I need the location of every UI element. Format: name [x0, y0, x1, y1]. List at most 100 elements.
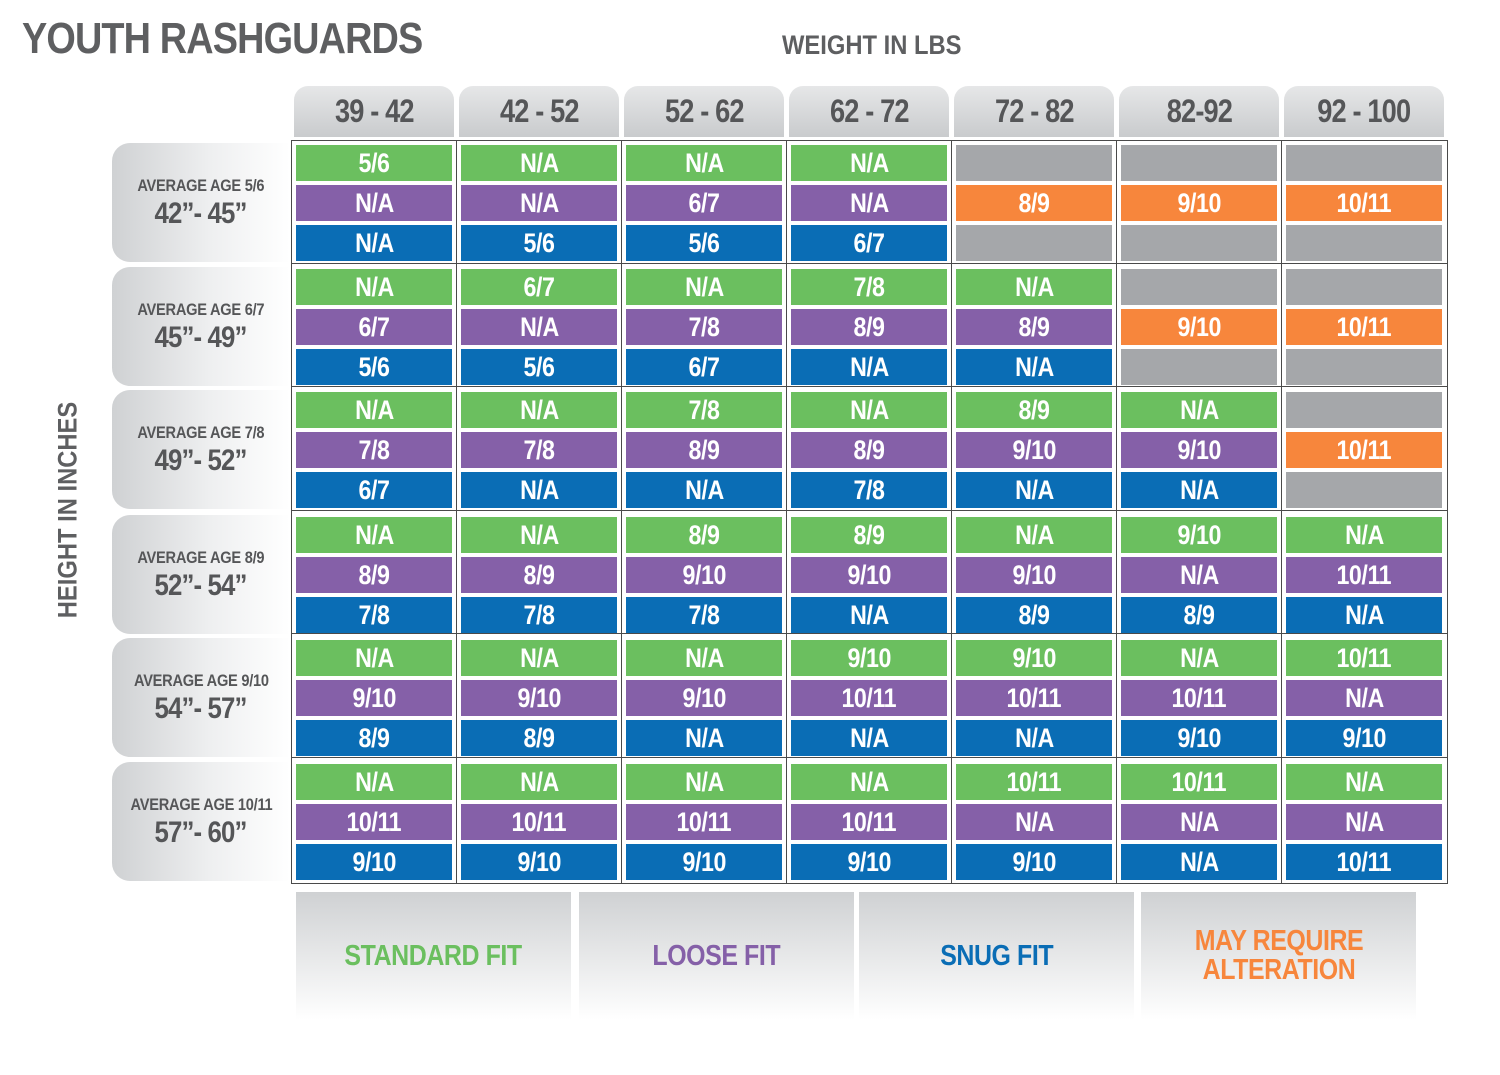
- size-cell-standard: N/A: [296, 517, 452, 553]
- size-value: N/A: [849, 599, 889, 630]
- size-cell-snug: 8/9: [296, 720, 452, 756]
- size-cell-loose: 7/8: [296, 432, 452, 468]
- size-value: N/A: [1014, 474, 1054, 505]
- average-age-label: AVERAGE AGE 10/11: [130, 794, 272, 814]
- size-cell-loose: 10/11: [626, 804, 782, 840]
- size-value: 10/11: [1336, 187, 1392, 218]
- size-cell-loose: N/A: [1286, 804, 1442, 840]
- size-value: 7/8: [853, 474, 885, 505]
- size-cell-empty: [1286, 225, 1442, 261]
- size-value: 9/10: [682, 846, 726, 877]
- grid-column-divider: [951, 140, 952, 884]
- size-value: N/A: [1014, 271, 1054, 302]
- size-cell-snug: 9/10: [1286, 720, 1442, 756]
- weight-range-label: 42 - 52: [499, 93, 580, 129]
- grid-column-divider: [621, 140, 622, 884]
- size-cell-standard: N/A: [461, 640, 617, 676]
- weight-column-header: 72 - 82: [954, 86, 1114, 137]
- size-cell-standard: N/A: [956, 269, 1112, 305]
- size-value: 9/10: [1177, 434, 1221, 465]
- size-value: 8/9: [853, 434, 885, 465]
- size-cell-loose: 10/11: [461, 804, 617, 840]
- size-value: N/A: [684, 271, 724, 302]
- size-cell-empty: [1286, 472, 1442, 508]
- size-cell-snug: 9/10: [461, 844, 617, 880]
- legend-alteration: MAY REQUIRE ALTERATION: [1141, 892, 1416, 1020]
- weight-range-label: 39 - 42: [334, 93, 415, 129]
- grid-column-divider: [1281, 140, 1282, 884]
- size-cell-empty: [1286, 145, 1442, 181]
- size-value: 8/9: [358, 722, 390, 753]
- average-age-label: AVERAGE AGE 9/10: [133, 670, 269, 690]
- size-value: 6/7: [358, 311, 390, 342]
- size-cell-snug: N/A: [791, 720, 947, 756]
- size-value: 5/6: [523, 227, 555, 258]
- legend-loose: LOOSE FIT: [579, 892, 854, 1020]
- size-cell-snug: 6/7: [791, 225, 947, 261]
- size-cell-standard: 10/11: [956, 764, 1112, 800]
- height-range-label: 54”- 57”: [154, 691, 248, 725]
- size-cell-alteration: 9/10: [1121, 309, 1277, 345]
- size-cell-alteration: 10/11: [1286, 185, 1442, 221]
- size-cell-standard: 7/8: [791, 269, 947, 305]
- size-value: N/A: [519, 187, 559, 218]
- size-cell-standard: N/A: [296, 764, 452, 800]
- size-value: N/A: [1014, 806, 1054, 837]
- size-cell-loose: N/A: [1121, 804, 1277, 840]
- size-value: 9/10: [847, 642, 891, 673]
- size-cell-standard: 5/6: [296, 145, 452, 181]
- size-cell-loose: 9/10: [956, 557, 1112, 593]
- size-cell-snug: 7/8: [791, 472, 947, 508]
- size-value: 10/11: [1006, 766, 1062, 797]
- size-value: N/A: [354, 187, 394, 218]
- height-row-header: AVERAGE AGE 10/11 57”- 60”: [112, 762, 290, 881]
- size-value: 7/8: [523, 599, 555, 630]
- size-value: N/A: [849, 147, 889, 178]
- size-value: 10/11: [1336, 642, 1392, 673]
- height-row-header: AVERAGE AGE 7/8 49”- 52”: [112, 390, 290, 509]
- size-cell-loose: N/A: [791, 185, 947, 221]
- size-cell-loose: N/A: [1121, 557, 1277, 593]
- size-cell-snug: 6/7: [626, 349, 782, 385]
- size-value: 9/10: [352, 846, 396, 877]
- size-cell-snug: N/A: [956, 720, 1112, 756]
- size-cell-snug: 9/10: [626, 844, 782, 880]
- size-cell-empty: [1121, 145, 1277, 181]
- size-cell-snug: 10/11: [1286, 844, 1442, 880]
- size-value: N/A: [519, 311, 559, 342]
- size-value: 8/9: [853, 311, 885, 342]
- size-value: N/A: [519, 642, 559, 673]
- size-cell-standard: N/A: [956, 517, 1112, 553]
- size-value: 5/6: [358, 351, 390, 382]
- size-cell-loose: 9/10: [296, 680, 452, 716]
- size-value: N/A: [519, 766, 559, 797]
- size-cell-empty: [1121, 269, 1277, 305]
- size-cell-snug: N/A: [1286, 597, 1442, 633]
- size-cell-standard: 7/8: [626, 392, 782, 428]
- size-cell-loose: 10/11: [791, 804, 947, 840]
- size-cell-standard: N/A: [791, 145, 947, 181]
- size-value: N/A: [684, 474, 724, 505]
- size-value: 8/9: [1018, 187, 1050, 218]
- average-age-label: AVERAGE AGE 7/8: [137, 422, 265, 442]
- size-cell-empty: [1286, 392, 1442, 428]
- size-cell-standard: 9/10: [1121, 517, 1277, 553]
- size-value: 10/11: [1171, 682, 1227, 713]
- weight-column-header: 62 - 72: [789, 86, 949, 137]
- size-cell-standard: 10/11: [1286, 640, 1442, 676]
- size-cell-empty: [1286, 269, 1442, 305]
- size-value: 8/9: [1018, 599, 1050, 630]
- size-value: N/A: [849, 766, 889, 797]
- size-cell-snug: N/A: [956, 472, 1112, 508]
- size-value: N/A: [354, 642, 394, 673]
- size-cell-loose: 10/11: [791, 680, 947, 716]
- size-value: 7/8: [853, 271, 885, 302]
- size-cell-loose: N/A: [956, 804, 1112, 840]
- size-cell-standard: N/A: [626, 145, 782, 181]
- height-range-label: 45”- 49”: [154, 320, 248, 354]
- y-axis-label: HEIGHT IN INCHES: [52, 401, 83, 619]
- height-row-header: AVERAGE AGE 6/7 45”- 49”: [112, 267, 290, 386]
- size-value: 9/10: [682, 559, 726, 590]
- size-cell-loose: 7/8: [461, 432, 617, 468]
- size-value: N/A: [1344, 766, 1384, 797]
